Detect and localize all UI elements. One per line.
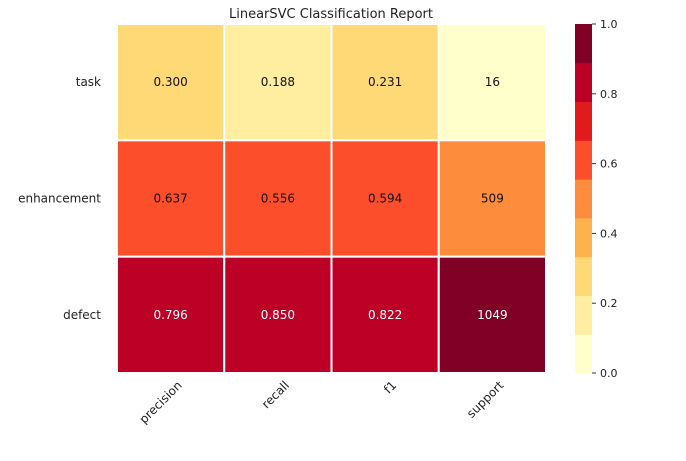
colorbar-bin bbox=[575, 334, 592, 374]
cell-value-defect-f1: 0.822 bbox=[368, 308, 402, 322]
heatmap-cell-enhancement-support bbox=[437, 139, 547, 258]
column-labels: precision recall f1 support bbox=[137, 378, 507, 426]
colorbar-tick-label: 0.8 bbox=[600, 88, 618, 101]
cell-value-task-precision: 0.300 bbox=[153, 75, 187, 89]
heatmap-cell-defect-recall bbox=[223, 255, 333, 374]
heatmap-cell-task-support bbox=[437, 23, 547, 142]
row-label-defect: defect bbox=[63, 308, 101, 322]
row-labels: task enhancement defect bbox=[18, 75, 101, 322]
colorbar-bin bbox=[575, 140, 592, 180]
cell-value-task-recall: 0.188 bbox=[261, 75, 295, 89]
row-label-task: task bbox=[76, 75, 101, 89]
column-label-precision: precision bbox=[137, 378, 185, 426]
colorbar-tick-label: 0.2 bbox=[600, 297, 618, 310]
row-label-enhancement: enhancement bbox=[18, 192, 101, 206]
colorbar: 0.0 0.2 0.4 0.6 0.8 1.0 bbox=[575, 18, 618, 380]
column-label-support: support bbox=[464, 378, 507, 421]
cell-value-defect-precision: 0.796 bbox=[153, 308, 187, 322]
colorbar-bin bbox=[575, 62, 592, 103]
colorbar-bin bbox=[575, 101, 592, 141]
chart-title: LinearSVC Classification Report bbox=[229, 7, 433, 22]
column-label-recall: recall bbox=[259, 378, 292, 411]
heatmap-cell-defect-support bbox=[437, 255, 547, 374]
colorbar-bin bbox=[575, 295, 592, 335]
cell-value-defect-support: 1049 bbox=[477, 308, 508, 322]
cell-value-enhancement-recall: 0.556 bbox=[261, 192, 295, 206]
cell-value-task-f1: 0.231 bbox=[368, 75, 402, 89]
column-label-f1: f1 bbox=[381, 378, 399, 396]
colorbar-tick-label: 0.0 bbox=[600, 367, 618, 380]
colorbar-bin bbox=[575, 24, 592, 64]
cell-value-enhancement-support: 509 bbox=[481, 192, 504, 206]
heatmap-cell-task-precision bbox=[116, 23, 226, 142]
heatmap-cells: 0.300 0.188 0.231 16 0.637 0.556 0.594 509 0.796… bbox=[116, 23, 547, 374]
colorbar-tick-label: 0.4 bbox=[600, 227, 618, 240]
colorbar-bin bbox=[575, 217, 592, 258]
cell-value-defect-recall: 0.850 bbox=[261, 308, 295, 322]
cell-value-task-support: 16 bbox=[485, 75, 500, 89]
colorbar-tick-label: 1.0 bbox=[600, 18, 618, 31]
cell-value-enhancement-f1: 0.594 bbox=[368, 192, 402, 206]
colorbar-bin bbox=[575, 256, 592, 296]
heatmap-cell-task-recall bbox=[223, 23, 333, 142]
heatmap-cell-defect-precision bbox=[116, 255, 226, 374]
heatmap-cell-enhancement-recall bbox=[223, 139, 333, 258]
colorbar-bin bbox=[575, 179, 592, 219]
colorbar-tick-label: 0.6 bbox=[600, 158, 618, 171]
heatmap-cell-task-f1 bbox=[330, 23, 440, 142]
cell-value-enhancement-precision: 0.637 bbox=[153, 192, 187, 206]
